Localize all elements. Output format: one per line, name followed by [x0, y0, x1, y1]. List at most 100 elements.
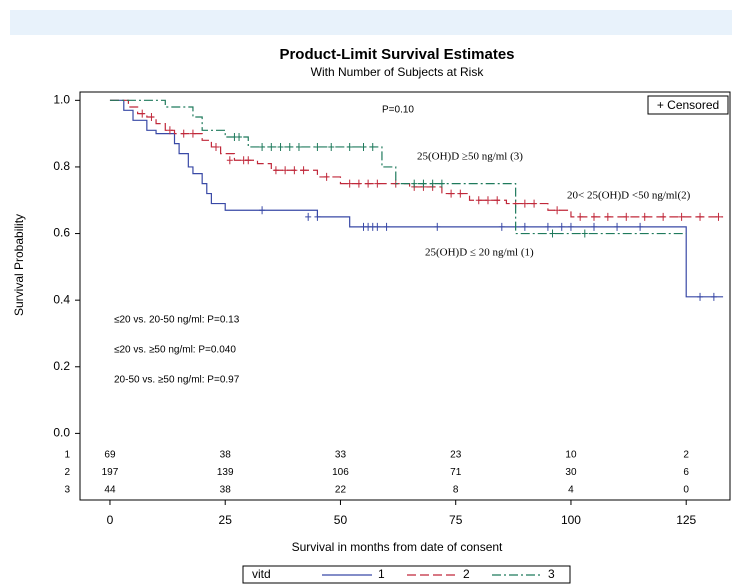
censor-mark [346, 179, 353, 188]
risk-count: 197 [102, 467, 119, 478]
censor-mark [245, 156, 252, 165]
censor-mark [291, 166, 298, 175]
x-tick-label: 50 [334, 513, 348, 527]
censor-mark [323, 172, 330, 181]
censor-mark [212, 142, 219, 151]
censor-mark [549, 229, 556, 238]
censor-mark [544, 222, 551, 231]
x-tick-label: 0 [107, 513, 114, 527]
y-tick-label: 0.0 [53, 426, 70, 440]
censor-mark [295, 142, 302, 151]
censor-mark [305, 212, 312, 221]
censor-mark [614, 222, 621, 231]
censor-mark [531, 199, 538, 208]
censor-mark [591, 212, 598, 221]
censor-mark [420, 179, 427, 188]
censor-mark [268, 142, 275, 151]
risk-count: 38 [220, 485, 232, 496]
x-axis-label: Survival in months from date of consent [292, 540, 503, 554]
risk-count: 8 [453, 485, 459, 496]
censor-mark [411, 179, 418, 188]
chart-subtitle: With Number of Subjects at Risk [311, 65, 485, 79]
censor-mark [457, 189, 464, 198]
censor-mark [429, 179, 436, 188]
censor-mark [641, 212, 648, 221]
x-tick-label: 100 [561, 513, 581, 527]
risk-row-label: 3 [64, 485, 70, 496]
curve-label: 25(OH)D ≤ 20 ng/ml (1) [425, 247, 534, 259]
legend-label: 2 [463, 567, 470, 581]
risk-count: 30 [565, 467, 577, 478]
censor-mark [710, 292, 717, 301]
censor-mark [697, 292, 704, 301]
censor-mark [282, 166, 289, 175]
censor-mark [484, 196, 491, 205]
censor-mark [189, 129, 196, 138]
y-tick-label: 1.0 [53, 92, 70, 106]
plot-frame [79, 91, 731, 501]
risk-count: 139 [217, 467, 234, 478]
censor-mark [577, 212, 584, 221]
censor-mark [697, 212, 704, 221]
censor-mark [360, 142, 367, 151]
x-tick-label: 75 [449, 513, 463, 527]
censor-mark [180, 129, 187, 138]
x-tick-label: 125 [676, 513, 696, 527]
x-tick-label: 25 [219, 513, 233, 527]
censor-mark [328, 142, 335, 151]
censor-mark [604, 212, 611, 221]
censor-mark [346, 142, 353, 151]
risk-count: 69 [104, 450, 116, 461]
censor-mark [581, 229, 588, 238]
risk-count: 4 [568, 485, 574, 496]
y-tick-label: 0.8 [53, 159, 70, 173]
censor-mark [374, 179, 381, 188]
censor-mark [660, 212, 667, 221]
censor-mark [494, 196, 501, 205]
risk-count: 2 [683, 450, 689, 461]
censor-mark [374, 222, 381, 231]
y-axis-label: Survival Probability [12, 214, 26, 316]
risk-count: 71 [450, 467, 462, 478]
censor-mark [498, 222, 505, 231]
legend-label: 1 [378, 567, 385, 581]
censor-mark [272, 166, 279, 175]
risk-count: 0 [683, 485, 689, 496]
risk-row-label: 1 [64, 450, 70, 461]
censor-mark [521, 222, 528, 231]
risk-count: 106 [332, 467, 349, 478]
censor-mark [475, 196, 482, 205]
censor-mark [286, 142, 293, 151]
comparison: 20-50 vs. ≥50 ng/ml: P=0.97 [114, 375, 240, 386]
y-tick-label: 0.6 [53, 226, 70, 240]
censor-mark [438, 179, 445, 188]
chart-title: Product-Limit Survival Estimates [279, 46, 514, 63]
survival-curve [109, 99, 687, 235]
y-tick-label: 0.2 [53, 359, 70, 373]
censored-legend-box [647, 95, 729, 115]
censor-mark [300, 166, 307, 175]
censor-mark [623, 212, 630, 221]
comparison: ≤20 vs. ≥50 ng/ml: P=0.040 [114, 345, 236, 356]
censor-mark [226, 156, 233, 165]
censor-mark [678, 212, 685, 221]
censor-mark [369, 142, 376, 151]
risk-count: 33 [335, 450, 347, 461]
censor-mark [236, 132, 243, 141]
censor-mark [554, 206, 561, 215]
censor-mark [139, 109, 146, 118]
censor-mark [715, 212, 722, 221]
legend-box [242, 565, 571, 584]
risk-row-label: 2 [64, 467, 70, 478]
legend-label: 3 [548, 567, 555, 581]
curve-label: 20< 25(OH)D <50 ng/ml(2) [567, 190, 691, 202]
censor-mark [365, 179, 372, 188]
censor-mark [166, 126, 173, 135]
risk-count: 38 [220, 450, 232, 461]
risk-count: 22 [335, 485, 347, 496]
censor-mark [434, 222, 441, 231]
risk-count: 44 [104, 485, 116, 496]
censor-mark [277, 142, 284, 151]
